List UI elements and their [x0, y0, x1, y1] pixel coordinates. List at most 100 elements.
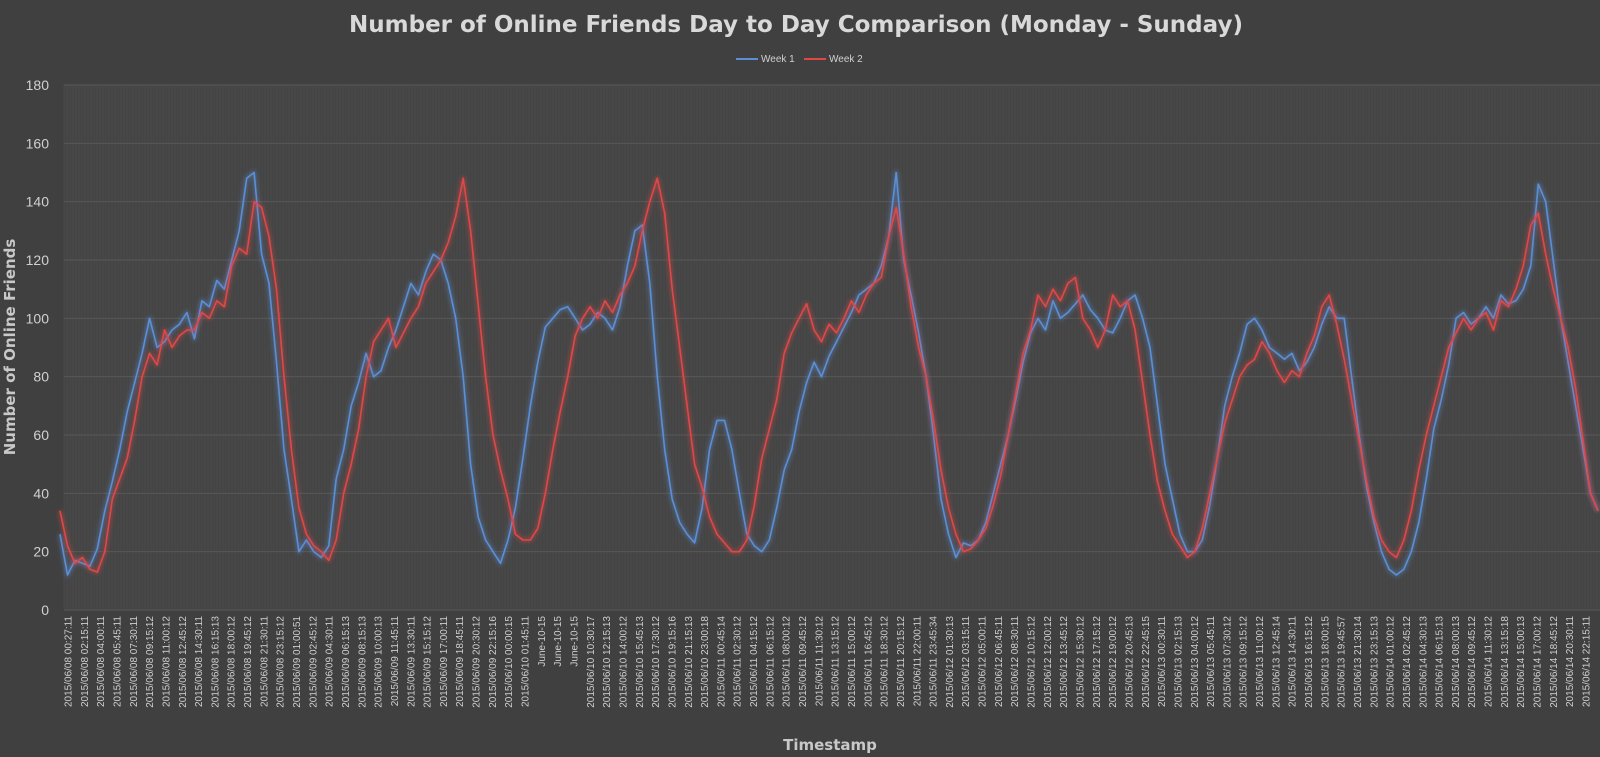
x-tick-label: 2015/06/09 08:15:13 — [357, 616, 368, 708]
x-tick-label: 2015/06/10 01:45:11 — [521, 616, 532, 707]
y-tick-label: 40 — [33, 485, 49, 501]
x-tick-label: 2015/06/09 01:00:51 — [292, 616, 303, 708]
series-line-1 — [59, 171, 1599, 576]
x-tick-label: 2015/06/08 07:30:11 — [129, 616, 140, 707]
x-tick-label: 2015/06/14 11:30:12 — [1484, 616, 1495, 707]
x-tick-label: June-10-15 — [570, 616, 581, 667]
y-axis-title: Number of Online Friends — [1, 239, 19, 456]
x-tick-label: 2015/06/13 16:15:12 — [1304, 616, 1315, 708]
legend-label-1: Week 1 — [761, 54, 795, 65]
x-tick-label: 2015/06/11 13:15:12 — [831, 616, 842, 707]
x-tick-label: 2015/06/08 04:00:11 — [96, 616, 107, 707]
x-tick-label: 2015/06/09 22:15:16 — [488, 616, 499, 708]
chart-title: Number of Online Friends Day to Day Comp… — [349, 12, 1243, 38]
x-tick-label: 2015/06/13 00:30:11 — [1157, 616, 1168, 707]
x-axis-ticks: 2015/06/08 00:27:11 2015/06/08 02:15:11 20… — [64, 616, 1593, 708]
x-tick-label: 2015/06/08 11:00:12 — [161, 616, 172, 707]
x-tick-label: 2015/06/08 19:45:12 — [243, 616, 254, 708]
x-tick-label: 2015/06/14 06:15:13 — [1435, 616, 1446, 708]
x-tick-label: 2015/06/14 01:00:12 — [1386, 616, 1397, 708]
y-tick-label: 20 — [33, 544, 49, 560]
legend-label-2: Week 2 — [829, 54, 863, 65]
x-tick-label: 2015/06/13 18:00:15 — [1320, 616, 1331, 708]
x-tick-label: 2015/06/14 09:45:12 — [1467, 616, 1478, 708]
x-tick-label: 2015/06/10 14:00:12 — [618, 616, 629, 708]
grid — [63, 84, 1600, 611]
x-tick-label: 2015/06/11 02:30:12 — [733, 616, 744, 707]
x-tick-label: 2015/06/08 16:15:13 — [210, 616, 221, 708]
x-tick-label: 2015/06/12 13:45:12 — [1059, 616, 1070, 708]
y-tick-label: 120 — [26, 252, 50, 268]
x-tick-label: 2015/06/09 02:45:12 — [308, 616, 319, 708]
x-tick-label: 2015/06/08 09:15:12 — [145, 616, 156, 708]
x-tick-label: 2015/06/08 05:45:11 — [112, 616, 123, 707]
x-tick-label: 2015/06/08 23:15:12 — [276, 616, 287, 708]
x-axis-title: Timestamp — [783, 736, 877, 754]
x-tick-label: 2015/06/11 09:45:12 — [798, 616, 809, 707]
x-tick-label: 2015/06/12 03:15:11 — [961, 616, 972, 707]
x-tick-label: 2015/06/14 20:30:11 — [1565, 616, 1576, 707]
x-tick-label: 2015/06/08 02:15:11 — [80, 616, 91, 707]
x-tick-label: 2015/06/09 17:00:11 — [439, 616, 450, 707]
x-tick-label: 2015/06/13 11:00:12 — [1255, 616, 1266, 707]
x-tick-label: 2015/06/08 18:00:12 — [227, 616, 238, 708]
x-tick-label: 2015/06/09 10:00:13 — [374, 616, 385, 708]
x-tick-label: 2015/06/13 14:30:11 — [1288, 616, 1299, 707]
x-tick-label: 2015/06/14 13:15:18 — [1500, 616, 1511, 708]
legend: Week 1 Week 2 — [736, 54, 863, 65]
y-tick-label: 180 — [26, 77, 50, 93]
x-tick-label: 2015/06/12 17:15:12 — [1092, 616, 1103, 708]
x-tick-label: 2015/06/11 08:00:12 — [782, 616, 793, 707]
x-tick-label: 2015/06/11 20:15:12 — [896, 616, 907, 707]
y-tick-label: 160 — [26, 135, 50, 151]
x-tick-label: 2015/06/12 15:30:12 — [1076, 616, 1087, 708]
x-tick-label: 2015/06/10 12:15:13 — [602, 616, 613, 708]
x-tick-label: 2015/06/14 08:00:13 — [1451, 616, 1462, 708]
x-tick-label: June-10-15 — [537, 616, 548, 667]
x-tick-label: 2015/06/11 04:15:12 — [749, 616, 760, 707]
x-tick-label: 2015/06/11 18:30:12 — [880, 616, 891, 707]
y-tick-label: 100 — [26, 310, 50, 326]
x-tick-label: 2015/06/11 23:45:34 — [929, 616, 940, 707]
x-tick-label: 2015/06/11 11:30:12 — [814, 616, 825, 707]
x-tick-label: 2015/06/10 10:30:17 — [586, 616, 597, 708]
x-tick-label: 2015/06/09 11:45:11 — [390, 616, 401, 707]
x-tick-label: 2015/06/12 06:45:11 — [994, 616, 1005, 707]
x-tick-label: 2015/06/12 22:45:15 — [1141, 616, 1152, 708]
x-tick-label: June-10-15 — [553, 616, 564, 667]
x-tick-label: 2015/06/13 21:30:14 — [1353, 616, 1364, 708]
x-tick-label: 2015/06/12 20:45:13 — [1124, 616, 1135, 708]
x-tick-label: 2015/06/13 02:15:13 — [1173, 616, 1184, 708]
x-tick-label: 2015/06/10 00:00:15 — [504, 616, 515, 708]
x-tick-label: 2015/06/09 20:30:12 — [472, 616, 483, 708]
x-tick-label: 2015/06/10 19:15:16 — [667, 616, 678, 708]
x-tick-label: 2015/06/08 00:27:11 — [64, 616, 75, 707]
x-tick-label: 2015/06/13 23:15:13 — [1369, 616, 1380, 708]
x-tick-label: 2015/06/13 07:30:12 — [1222, 616, 1233, 708]
x-tick-label: 2015/06/13 19:45:57 — [1337, 616, 1348, 708]
x-tick-label: 2015/06/14 18:45:12 — [1549, 616, 1560, 708]
x-tick-label: 2015/06/09 13:30:11 — [406, 616, 417, 707]
x-tick-label: 2015/06/14 04:30:13 — [1418, 616, 1429, 708]
y-axis-ticks: 0 20 40 60 80 100 120 140 160 180 — [26, 77, 50, 618]
x-tick-label: 2015/06/12 12:00:12 — [1043, 616, 1054, 708]
x-tick-label: 2015/06/10 17:30:12 — [651, 616, 662, 708]
x-tick-label: 2015/06/11 00:45:14 — [716, 616, 727, 707]
x-tick-label: 2015/06/13 05:45:11 — [1206, 616, 1217, 707]
x-tick-label: 2015/06/14 22:15:11 — [1582, 616, 1593, 707]
x-tick-label: 2015/06/10 21:15:13 — [684, 616, 695, 708]
x-tick-label: 2015/06/09 15:15:12 — [423, 616, 434, 708]
x-tick-label: 2015/06/13 12:45:14 — [1271, 616, 1282, 708]
x-tick-label: 2015/06/12 10:15:12 — [1027, 616, 1038, 708]
x-tick-label: 2015/06/11 06:15:12 — [765, 616, 776, 707]
x-tick-label: 2015/06/13 04:00:12 — [1190, 616, 1201, 708]
x-tick-label: 2015/06/12 19:00:12 — [1108, 616, 1119, 708]
series-lines — [58, 170, 1600, 577]
x-tick-label: 2015/06/10 23:00:18 — [700, 616, 711, 708]
x-tick-label: 2015/06/11 22:00:11 — [912, 616, 923, 707]
y-tick-label: 0 — [41, 602, 49, 618]
y-tick-label: 140 — [26, 194, 50, 210]
x-tick-label: 2015/06/13 09:15:12 — [1239, 616, 1250, 708]
y-tick-label: 80 — [33, 369, 49, 385]
